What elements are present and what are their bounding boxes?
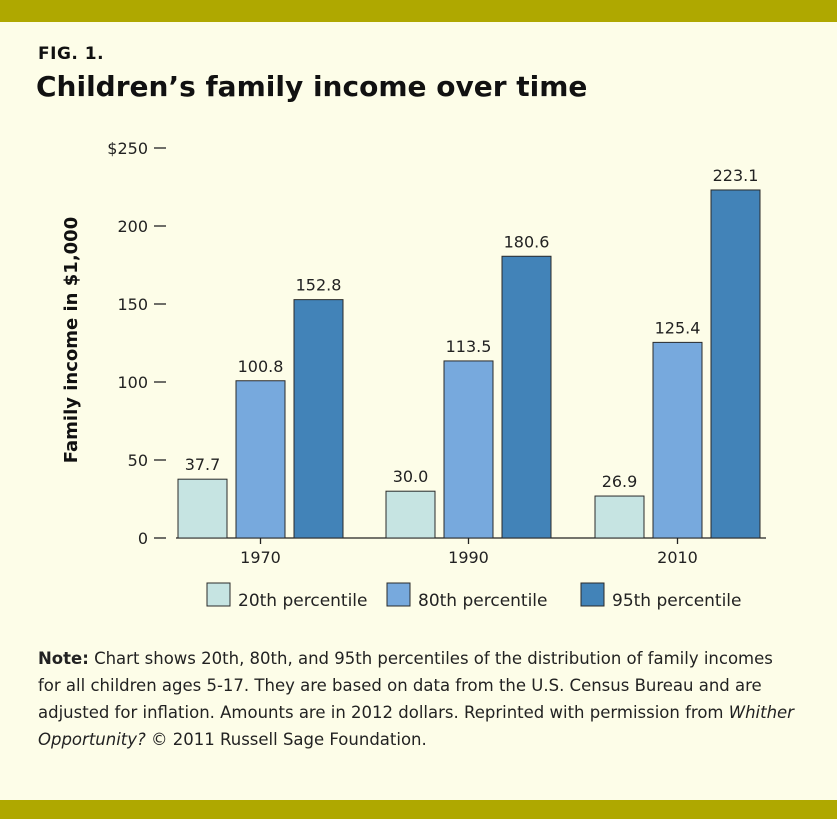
bar-value-label: 113.5 (446, 337, 492, 356)
bar (710, 189, 761, 539)
y-tick-label: 50 (128, 451, 148, 470)
bar-value-label: 223.1 (713, 166, 759, 185)
bar-value-label: 125.4 (655, 318, 701, 337)
y-tick-label: 200 (117, 217, 148, 236)
note-lead: Note: (38, 649, 89, 668)
bar (652, 341, 703, 539)
bar-value-label: 152.8 (296, 276, 342, 295)
y-tick-label: 0 (138, 529, 148, 548)
bar-value-label: 100.8 (238, 357, 284, 376)
legend-label: 95th percentile (612, 591, 742, 611)
legend-swatch (206, 582, 231, 607)
bar-value-label: 30.0 (393, 467, 429, 486)
bar (501, 255, 552, 539)
bar-chart: 0 50 100 150 200 $250 Family income in $1,000 3… (61, 139, 766, 611)
figure-label: FIG. 1. (38, 44, 105, 64)
legend-label: 80th percentile (418, 591, 548, 611)
legend-swatch (386, 582, 411, 607)
bar-value-label: 180.6 (504, 232, 550, 251)
y-tick-label: 100 (117, 373, 148, 392)
bar-value-label: 26.9 (602, 472, 638, 491)
chart-title: Children’s family income over time (36, 70, 588, 103)
note-source-title: Whither Opportunity? (38, 703, 794, 749)
x-tick-label: 1990 (448, 548, 489, 567)
y-tick-label: 150 (117, 295, 148, 314)
x-tick-label: 1970 (240, 548, 281, 567)
bar (443, 360, 494, 539)
bar (385, 490, 436, 539)
chart-note: Note: Chart shows 20th, 80th, and 95th p… (38, 645, 798, 753)
y-tick-label: $250 (107, 139, 148, 158)
bar (177, 478, 228, 539)
bottom-accent-band (0, 800, 837, 819)
y-axis-title: Family income in $1,000 (61, 217, 82, 463)
bar (235, 380, 286, 539)
x-tick-label: 2010 (657, 548, 698, 567)
note-text: Chart shows 20th, 80th, and 95th percent… (38, 649, 773, 722)
legend-swatch (580, 582, 605, 607)
bar (293, 299, 344, 539)
legend-label: 20th percentile (238, 591, 368, 611)
bar-value-label: 37.7 (185, 455, 221, 474)
bar (594, 495, 645, 539)
note-tail: © 2011 Russell Sage Foundation. (145, 730, 427, 749)
top-accent-band (0, 0, 837, 22)
